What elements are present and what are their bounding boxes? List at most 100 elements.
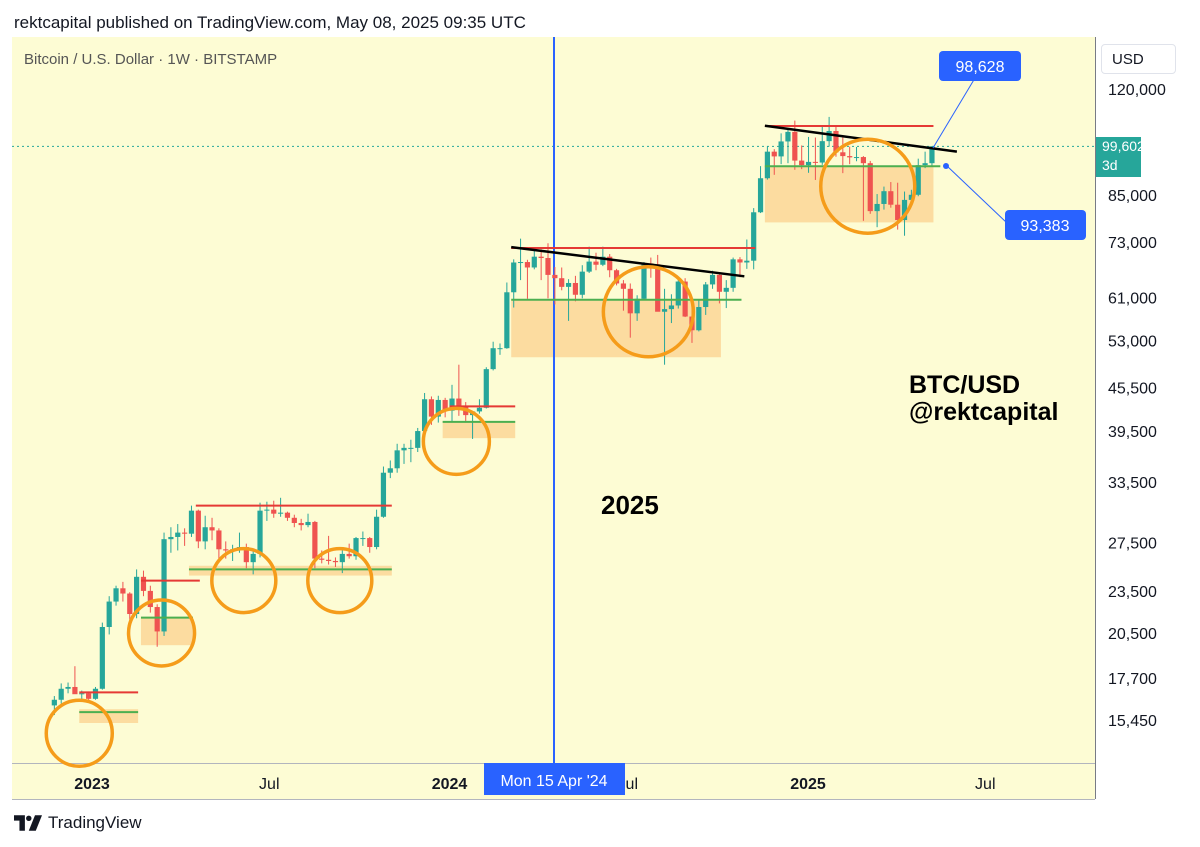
candle-down (799, 160, 805, 166)
candle-up (339, 553, 345, 563)
candle-up (168, 536, 174, 540)
candle-down (552, 274, 558, 279)
candle-down (195, 510, 201, 542)
highlight-circle (601, 264, 696, 359)
candle-down (572, 282, 579, 295)
price-tick-label: 61,000 (1108, 290, 1157, 307)
candle-up (805, 161, 812, 166)
time-axis-bottom-border (12, 799, 1095, 800)
candle-up (415, 431, 421, 448)
accumulation-zone (442, 421, 516, 439)
candle-down (716, 274, 723, 292)
candle-up (175, 532, 181, 537)
candle-up (565, 282, 572, 287)
candle-up (504, 292, 510, 349)
highlight-circle (818, 137, 917, 235)
candle-down (442, 399, 448, 411)
candle-up (305, 521, 311, 526)
candle-up (497, 348, 503, 350)
symbol-label: Bitcoin / U.S. Dollar · 1W · BITSTAMP (24, 51, 278, 68)
candle-up (819, 141, 825, 163)
candle-up (188, 510, 195, 534)
candle-down (312, 521, 318, 559)
highlight-circles (44, 137, 917, 768)
candle-up (757, 178, 764, 213)
callout-98628-box (939, 51, 1021, 81)
candle-up (161, 539, 167, 632)
candle-down (627, 288, 633, 314)
candle-up (408, 447, 414, 449)
price-tick-label: 20,500 (1108, 626, 1157, 643)
candle-up (826, 130, 832, 142)
candle-up (517, 262, 524, 264)
candle-up (511, 262, 517, 293)
candle-up (401, 447, 407, 451)
candle-down (771, 151, 777, 157)
candle-up (901, 199, 908, 221)
watermark-pair: BTC/USD (909, 371, 1020, 399)
price-tick-label: 23,500 (1108, 584, 1157, 601)
time-tick-label: 2024 (432, 776, 468, 793)
candle-up (250, 553, 256, 563)
candle-up (600, 256, 606, 265)
highlight-circle (421, 406, 492, 477)
candle-up (908, 194, 914, 200)
candle-down (319, 558, 325, 560)
candle-up (99, 626, 105, 689)
candle-up (915, 165, 921, 195)
callout-98628-pointer (932, 77, 976, 149)
tradingview-footer[interactable]: TradingView (14, 813, 142, 833)
accumulation-zone (764, 166, 934, 223)
candle-down (737, 259, 743, 263)
candle-up (874, 203, 880, 212)
candle-down (428, 399, 435, 417)
candle-up (703, 284, 709, 308)
candle-up (421, 399, 428, 432)
candle-up (634, 298, 640, 314)
candle-up (353, 538, 359, 557)
accumulation-zone (188, 565, 392, 576)
candle-up (929, 146, 935, 164)
candle-up (751, 212, 757, 261)
candle-down (298, 523, 304, 526)
candle-up (79, 693, 85, 695)
candle-up (661, 309, 668, 312)
candle-down (209, 527, 215, 531)
candle-up (202, 527, 208, 542)
candle-down (538, 256, 544, 259)
price-tick-label: 53,000 (1108, 334, 1157, 351)
candle-down (127, 593, 133, 615)
candle-down (182, 532, 188, 534)
highlight-circle (126, 598, 197, 668)
tradingview-brand: TradingView (48, 813, 142, 832)
highlight-circle (210, 546, 278, 615)
crosshair-date-label: Mon 15 Apr '24 (500, 773, 607, 790)
candle-down (291, 517, 297, 524)
candle-down (456, 398, 462, 407)
candle-up (113, 588, 119, 602)
candle-down (847, 156, 853, 158)
candle-up (922, 163, 928, 166)
candle-up (360, 538, 366, 540)
candle-up (675, 281, 681, 306)
candle-down (840, 152, 846, 157)
candle-up (278, 512, 284, 514)
time-tick-label: Jul (259, 776, 279, 793)
currency-selector[interactable]: USD (1101, 44, 1176, 74)
candle-up (723, 287, 729, 292)
candle-up (853, 157, 860, 159)
candle-down (888, 191, 894, 205)
candle-up (490, 348, 496, 370)
candle-up (106, 601, 112, 627)
candle-up (51, 699, 57, 706)
candle-down (559, 278, 565, 287)
candle-down (120, 588, 126, 594)
year-annotation: 2025 (601, 490, 659, 520)
candle-down (613, 270, 620, 284)
candle-up (579, 271, 585, 295)
price-tick-label: 39,500 (1108, 424, 1157, 441)
callout-93383-pointer (946, 165, 1008, 224)
current-price-value: 99,602 (1102, 138, 1145, 154)
price-axis-ticks: 120,000 85,000 73,000 61,000 53,000 45,500 39,… (1108, 82, 1166, 730)
